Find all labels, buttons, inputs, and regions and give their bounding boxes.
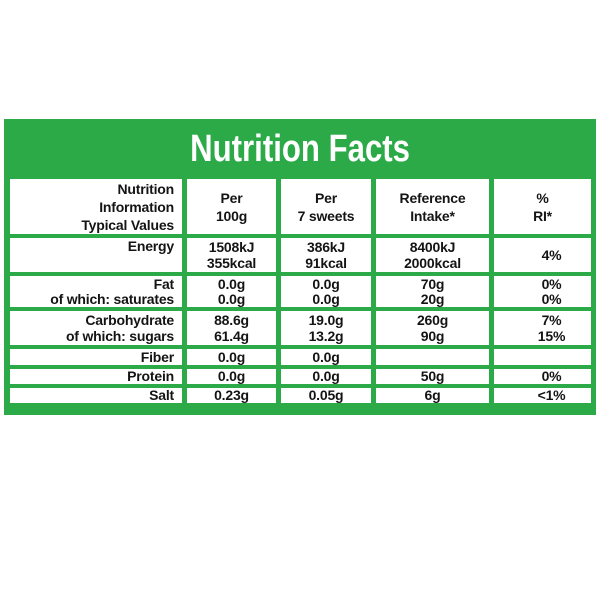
value-line: 8400kJ [409, 238, 456, 255]
header-line: Intake* [410, 207, 455, 224]
value-line: 0.0g [312, 290, 340, 307]
energy-per-100g-cell: 1508kJ 355kcal [187, 238, 276, 272]
nutrition-facts-label: Nutrition Facts Nutrition Information Ty… [4, 119, 596, 415]
fiber-label-cell: Fiber [10, 349, 182, 365]
value-line: 0.0g [217, 276, 246, 292]
value-line: <1% [537, 388, 566, 403]
header-per-7-sweets: Per 7 sweets [281, 179, 371, 234]
protein-ri-cell: 0% [494, 369, 591, 384]
row-label: Energy [127, 238, 174, 254]
value-line: 0.0g [312, 349, 340, 365]
value-line: 15% [537, 328, 566, 344]
value-line: 6g [424, 388, 441, 403]
header-line: Per [315, 189, 337, 206]
value-line: 20g [420, 290, 445, 307]
protein-reference-intake-cell: 50g [376, 369, 489, 384]
value-line: 386kJ [307, 238, 345, 255]
value-line: 260g [416, 311, 449, 328]
value-line: 0% [541, 276, 562, 292]
value-line: 1508kJ [208, 238, 255, 255]
value-line: 19.0g [308, 311, 344, 328]
energy-label-cell: Energy [10, 238, 182, 272]
row-sublabel: of which: sugars [65, 328, 174, 344]
header-line: Information [99, 198, 174, 215]
fiber-reference-intake-cell [376, 349, 489, 365]
carbohydrate-ri-cell: 7% 15% [494, 311, 591, 345]
salt-ri-cell: <1% [494, 388, 591, 403]
header-line: 100g [215, 207, 248, 224]
protein-per-100g-cell: 0.0g [187, 369, 276, 384]
fat-label-cell: Fat of which: saturates [10, 276, 182, 307]
header-line: Typical Values [81, 216, 174, 233]
row-label: Salt [149, 388, 174, 403]
salt-per-7-sweets-cell: 0.05g [281, 388, 371, 403]
salt-reference-intake-cell: 6g [376, 388, 489, 403]
value-line: 61.4g [214, 328, 249, 344]
energy-reference-intake-cell: 8400kJ 2000kcal [376, 238, 489, 272]
value-line: 0.0g [217, 369, 246, 384]
carbohydrate-per-7-sweets-cell: 19.0g 13.2g [281, 311, 371, 345]
header-per-100g: Per 100g [187, 179, 276, 234]
row-label: Fat [153, 276, 175, 292]
row-label: Fiber [140, 349, 174, 365]
value-line: 0.0g [312, 369, 340, 384]
fiber-ri-cell [494, 349, 591, 365]
protein-per-7-sweets-cell: 0.0g [281, 369, 371, 384]
fat-per-7-sweets-cell: 0.0g 0.0g [281, 276, 371, 307]
carbohydrate-reference-intake-cell: 260g 90g [376, 311, 489, 345]
nutrition-table: Nutrition Information Typical Values Per… [10, 179, 591, 403]
header-line: Nutrition [117, 180, 174, 197]
header-line: 7 sweets [297, 207, 355, 224]
fiber-per-7-sweets-cell: 0.0g [281, 349, 371, 365]
value-line: 355kcal [206, 255, 257, 271]
value-line: 50g [420, 369, 445, 384]
value-line: 91kcal [305, 255, 347, 271]
energy-ri-cell: 4% [494, 238, 591, 272]
value-line: 0.0g [312, 276, 340, 292]
header-percent-ri: % RI* [494, 179, 591, 234]
carbohydrate-label-cell: Carbohydrate of which: sugars [10, 311, 182, 345]
salt-per-100g-cell: 0.23g [187, 388, 276, 403]
value-line: 13.2g [308, 328, 344, 344]
value-line: 88.6g [214, 311, 249, 328]
header-line: Reference [399, 189, 466, 206]
value-line: 4% [541, 246, 562, 263]
value-line: 0.05g [308, 388, 344, 403]
protein-label-cell: Protein [10, 369, 182, 384]
fat-ri-cell: 0% 0% [494, 276, 591, 307]
header-typical-values: Nutrition Information Typical Values [10, 179, 182, 234]
value-line: 0% [541, 369, 562, 384]
salt-label-cell: Salt [10, 388, 182, 403]
value-line: 0% [541, 290, 562, 307]
fat-per-100g-cell: 0.0g 0.0g [187, 276, 276, 307]
header-line: % [536, 189, 549, 206]
fat-reference-intake-cell: 70g 20g [376, 276, 489, 307]
carbohydrate-per-100g-cell: 88.6g 61.4g [187, 311, 276, 345]
energy-per-7-sweets-cell: 386kJ 91kcal [281, 238, 371, 272]
row-label: Carbohydrate [85, 311, 174, 328]
value-line: 0.23g [214, 388, 249, 403]
value-line: 90g [420, 328, 445, 344]
value-line: 0.0g [217, 349, 246, 365]
value-line: 7% [541, 311, 562, 328]
nutrition-facts-title-text: Nutrition Facts [190, 127, 411, 170]
header-line: RI* [533, 207, 552, 224]
value-line: 0.0g [217, 290, 246, 307]
header-line: Per [220, 189, 243, 206]
value-line: 2000kcal [404, 255, 461, 271]
row-label: Protein [127, 369, 174, 384]
row-sublabel: of which: saturates [50, 290, 174, 307]
value-line: 70g [420, 276, 445, 292]
fiber-per-100g-cell: 0.0g [187, 349, 276, 365]
header-reference-intake: Reference Intake* [376, 179, 489, 234]
nutrition-facts-title: Nutrition Facts [10, 119, 591, 179]
